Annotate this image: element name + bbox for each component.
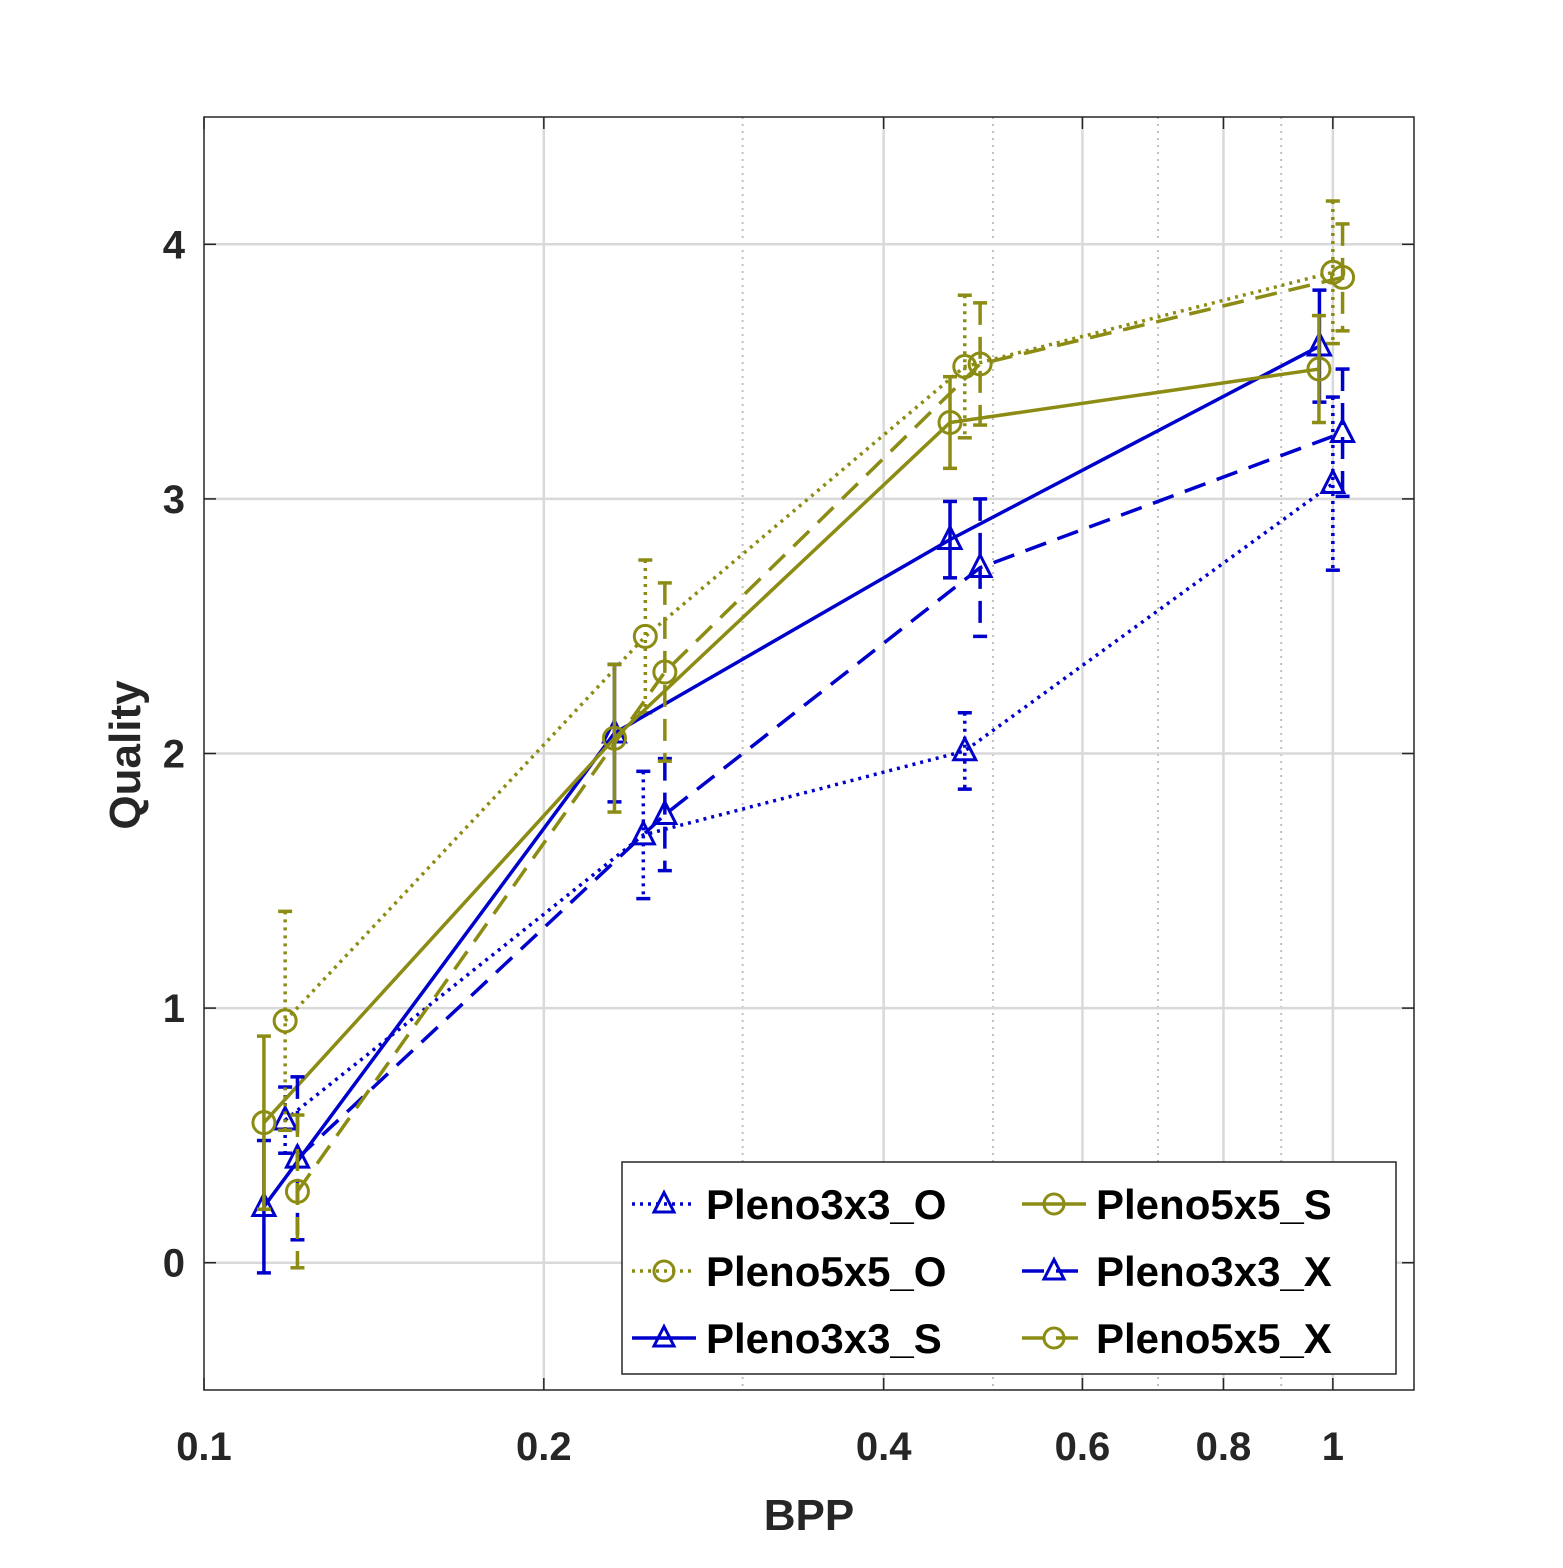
y-tick-label-2: 2 xyxy=(163,733,185,777)
legend-marker-Pleno5x5_O xyxy=(652,1259,676,1283)
legend-box xyxy=(621,1161,1397,1375)
legend-label-Pleno3x3_X: Pleno3x3_X xyxy=(1096,1248,1332,1295)
marker-Pleno3x3_X-2 xyxy=(966,551,994,578)
x-tick-label-0: 0.1 xyxy=(176,1425,232,1469)
marker-Pleno5x5_X-1 xyxy=(652,659,678,685)
legend-label-Pleno5x5_X: Pleno5x5_X xyxy=(1096,1315,1332,1362)
legend-marker-Pleno3x3_S xyxy=(651,1323,677,1348)
series-line-Pleno5x5_S xyxy=(262,367,1320,1124)
x-tick-label-3: 0.6 xyxy=(1055,1425,1111,1469)
marker-Pleno5x5_S-2 xyxy=(937,410,963,436)
legend-label-Pleno3x3_S: Pleno3x3_S xyxy=(706,1315,942,1362)
x-tick-label-2: 0.4 xyxy=(856,1425,912,1469)
marker-Pleno5x5_S-1 xyxy=(601,725,627,751)
legend-marker-Pleno3x3_X xyxy=(1041,1256,1067,1281)
marker-Pleno5x5_X-2 xyxy=(967,351,993,377)
y-tick-label-1: 1 xyxy=(163,987,185,1031)
marker-Pleno3x3_S-2 xyxy=(936,523,964,550)
legend-label-Pleno5x5_O: Pleno5x5_O xyxy=(706,1248,946,1295)
y-tick-label-0: 0 xyxy=(163,1242,185,1286)
series-Pleno5x5_X xyxy=(284,222,1356,1270)
axis-ticks: 0.1 0.2 0.4 0.6 0.8 1 0 1 2 3 4 xyxy=(163,117,1414,1469)
marker-Pleno5x5_O-1 xyxy=(632,623,658,649)
marker-Pleno3x3_S-0 xyxy=(250,1190,278,1218)
marker-Pleno3x3_O-3 xyxy=(1319,467,1347,494)
marker-Pleno3x3_X-1 xyxy=(651,798,679,825)
marker-Pleno3x3_X-3 xyxy=(1329,416,1357,444)
x-tick-label-1: 0.2 xyxy=(516,1425,572,1469)
series-line-Pleno5x5_X xyxy=(296,275,1343,1193)
series-line-Pleno3x3_X xyxy=(296,431,1344,1160)
legend-label-Pleno5x5_S: Pleno5x5_S xyxy=(1096,1181,1332,1228)
legend-marker-Pleno5x5_X xyxy=(1042,1326,1066,1350)
x-tick-label-4: 0.8 xyxy=(1196,1425,1252,1469)
series-line-Pleno3x3_O xyxy=(284,482,1334,1122)
series-line-Pleno3x3_S xyxy=(262,344,1321,1208)
marker-Pleno5x5_S-3 xyxy=(1306,356,1332,382)
x-tick-label-5: 1 xyxy=(1322,1425,1344,1469)
marker-Pleno5x5_X-0 xyxy=(284,1178,310,1204)
marker-Pleno5x5_X-3 xyxy=(1330,264,1356,290)
series-group xyxy=(250,199,1357,1275)
marker-Pleno3x3_O-2 xyxy=(951,735,979,762)
legend-marker-Pleno5x5_S xyxy=(1042,1192,1066,1216)
marker-Pleno3x3_O-1 xyxy=(629,819,657,846)
legend: Pleno3x3_O Pleno5x5_S Pleno5x5_O Pleno3x3_X… xyxy=(621,1161,1397,1375)
y-tick-label-3: 3 xyxy=(163,478,185,522)
series-Pleno5x5_S xyxy=(251,313,1332,1211)
x-axis-label: BPP xyxy=(764,1491,854,1540)
y-axis-label: Quality xyxy=(101,680,150,830)
legend-marker-Pleno3x3_O xyxy=(651,1189,677,1214)
marker-Pleno5x5_O-0 xyxy=(272,1008,298,1034)
y-tick-label-4: 4 xyxy=(163,223,186,267)
legend-label-Pleno3x3_O: Pleno3x3_O xyxy=(706,1181,946,1228)
marker-Pleno5x5_S-0 xyxy=(251,1110,277,1136)
